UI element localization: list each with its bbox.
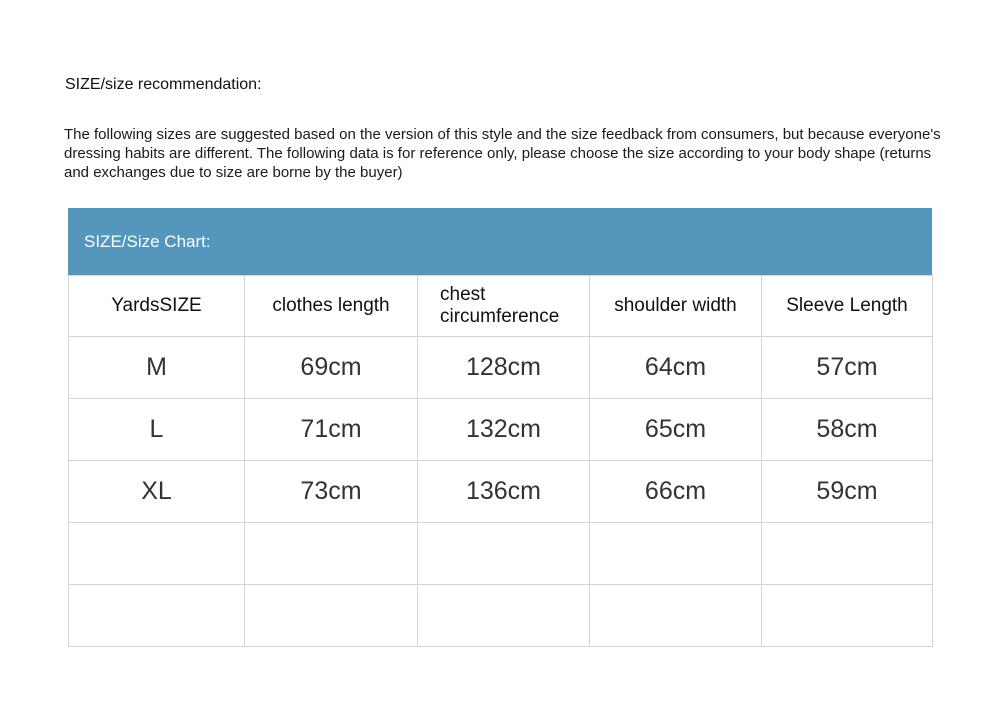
table-cell: 69cm [244,336,418,399]
empty-cell [761,522,933,585]
empty-cell [68,584,245,647]
table-row: L 71cm 132cm 65cm 58cm [68,398,933,461]
size-chart-title: SIZE/Size Chart: [84,231,211,251]
table-cell: 71cm [244,398,418,461]
table-cell: 66cm [589,460,762,523]
empty-cell [244,584,418,647]
table-cell: 136cm [417,460,590,523]
empty-cell [244,522,418,585]
table-cell: 59cm [761,460,933,523]
intro-text: The following sizes are suggested based … [64,126,941,181]
empty-cell [589,584,762,647]
size-chart: SIZE/Size Chart: YardsSIZE clothes lengt… [68,208,933,647]
header-row: YardsSIZE clothes length chest circumfer… [68,275,933,337]
table-row: XL 73cm 136cm 66cm 59cm [68,460,933,523]
column-header: clothes length [244,275,418,337]
table-row: M 69cm 128cm 64cm 57cm [68,336,933,399]
size-chart-banner: SIZE/Size Chart: [68,208,932,275]
empty-row [68,522,933,585]
empty-row [68,584,933,647]
table-cell: 132cm [417,398,590,461]
size-cell: M [68,336,245,399]
column-header: shoulder width [589,275,762,337]
column-header: YardsSIZE [68,275,245,337]
table-cell: 128cm [417,336,590,399]
empty-cell [417,522,590,585]
table-cell: 64cm [589,336,762,399]
table-cell: 58cm [761,398,933,461]
table-cell: 65cm [589,398,762,461]
empty-cell [761,584,933,647]
table-cell: 57cm [761,336,933,399]
size-cell: XL [68,460,245,523]
table-cell: 73cm [244,460,418,523]
size-cell: L [68,398,245,461]
empty-cell [589,522,762,585]
section-title: SIZE/size recommendation: [65,76,262,93]
column-header: Sleeve Length [761,275,933,337]
column-header: chest circumference [417,275,590,337]
empty-cell [417,584,590,647]
empty-cell [68,522,245,585]
size-table: YardsSIZE clothes length chest circumfer… [68,275,933,647]
